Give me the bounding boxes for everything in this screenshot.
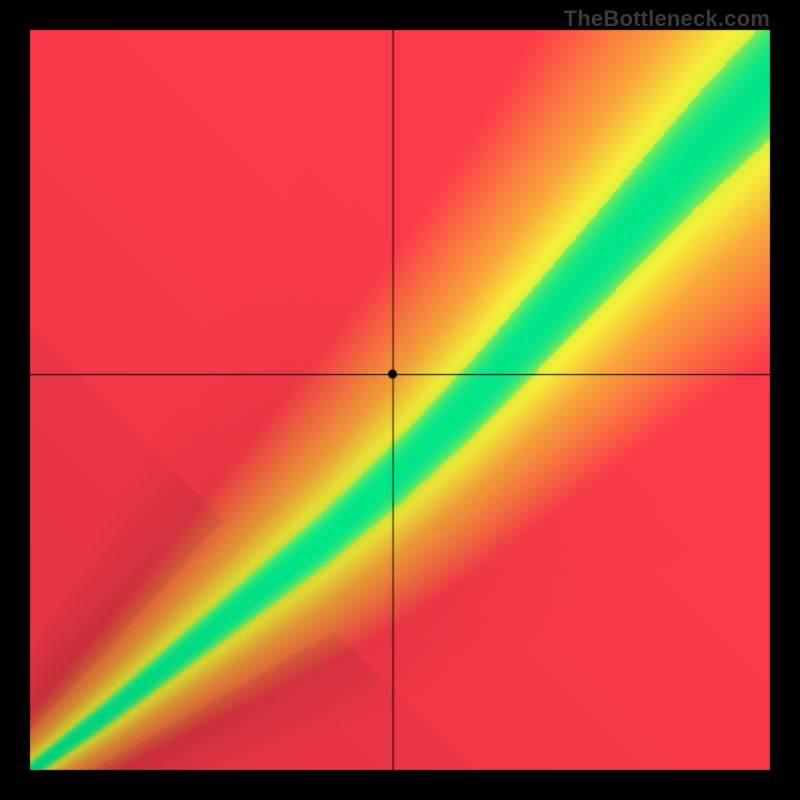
heatmap-canvas — [0, 0, 800, 800]
chart-container: TheBottleneck.com — [0, 0, 800, 800]
watermark-text: TheBottleneck.com — [564, 6, 770, 32]
